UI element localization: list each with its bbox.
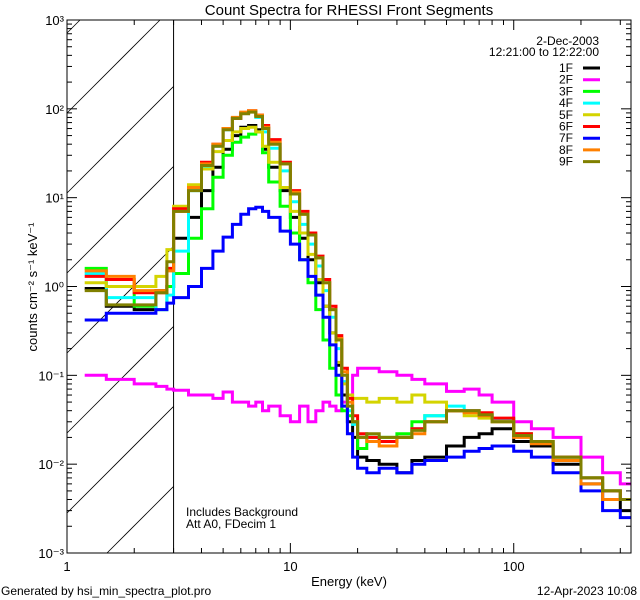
hatch-line [66,86,174,194]
hatch-line [66,246,174,354]
attenuator-note: Att A0, FDecim 1 [186,517,276,531]
y-tick-label: 10⁻³ [38,546,64,561]
time-range-annotation: 12:21:00 to 12:22:00 [489,45,599,59]
legend-label-4F: 4F [559,96,573,110]
hatch-line [66,166,174,274]
x-tick-label: 100 [503,559,525,574]
chart-title: Count Spectra for RHESSI Front Segments [205,2,493,19]
legend-label-8F: 8F [559,143,573,157]
footer-timestamp: 12-Apr-2023 10:08 [537,584,637,598]
background-note: Includes Background [186,505,298,519]
y-axis-label: counts cm⁻² s⁻¹ keV⁻¹ [25,222,40,352]
tick-labels: 1 10 100 10⁻³ 10⁻² 10⁻¹ 10⁰ 10¹ 10² 10³ [38,13,524,574]
legend-label-9F: 9F [559,155,573,169]
hatch-line [66,406,174,514]
date-annotation: 2-Dec-2003 [536,34,599,48]
x-axis-label: Energy (keV) [311,574,387,589]
hatch-line [66,19,81,34]
y-tick-label: 10¹ [45,191,64,206]
hatch-line [106,486,174,554]
y-tick-label: 10³ [45,13,64,28]
y-tick-label: 10⁻² [38,457,64,472]
series-line-1F [84,124,631,513]
series-line-2F [84,366,631,486]
x-tick-label: 1 [63,559,70,574]
legend-label-2F: 2F [559,73,573,87]
series-group [84,109,631,520]
y-tick-label: 10⁻¹ [38,368,64,383]
x-tick-label: 10 [283,559,297,574]
legend-label-5F: 5F [559,108,573,122]
y-tick-label: 10⁰ [44,280,64,295]
axis-ticks [66,19,631,554]
series-line-9F [84,110,631,501]
hatch-line [66,19,161,114]
footer-generated-by: Generated by hsi_min_spectra_plot.pro [1,584,211,598]
y-tick-label: 10² [45,102,64,117]
legend-label-6F: 6F [559,120,573,134]
legend-label-7F: 7F [559,131,573,145]
legend-label-1F: 1F [559,61,573,75]
series-line-7F [84,205,631,520]
legend-label-3F: 3F [559,84,573,98]
